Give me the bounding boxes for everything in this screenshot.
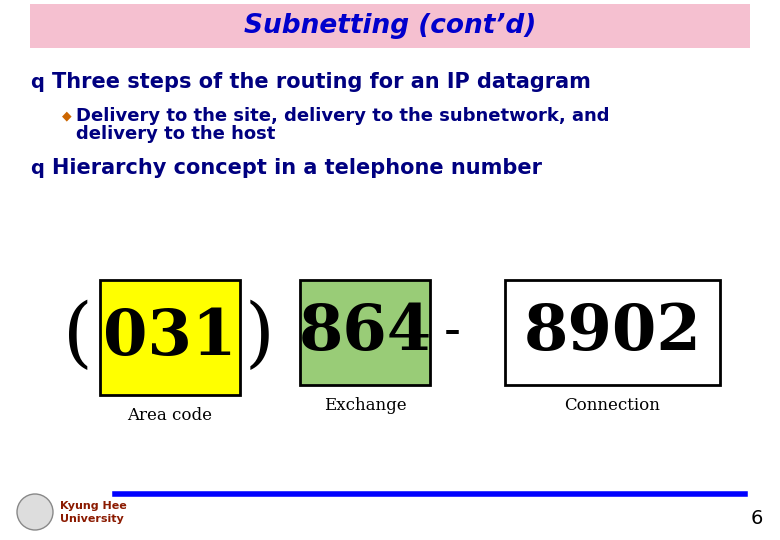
Text: 8902: 8902 [523,302,701,363]
Text: Subnetting (cont’d): Subnetting (cont’d) [244,13,536,39]
Bar [300,280,430,385]
Text: 864: 864 [299,302,431,363]
Text: ◆: ◆ [62,110,72,123]
Text: Kyung Hee: Kyung Hee [60,501,126,511]
Text: delivery to the host: delivery to the host [76,125,275,143]
Text: Hierarchy concept in a telephone number: Hierarchy concept in a telephone number [52,158,542,178]
Text: University: University [60,514,124,524]
Text: Connection: Connection [565,396,661,414]
Text: Delivery to the site, delivery to the subnetwork, and: Delivery to the site, delivery to the su… [76,107,609,125]
Bar [30,4,750,48]
Text: ): ) [245,300,275,375]
Text: q: q [30,72,44,91]
Text: Exchange: Exchange [324,396,406,414]
Bar [100,280,240,395]
Text: Three steps of the routing for an IP datagram: Three steps of the routing for an IP dat… [52,72,591,92]
Text: 6: 6 [751,509,763,528]
Text: q: q [30,159,44,178]
Circle shape [17,494,53,530]
Text: 031: 031 [103,307,237,368]
Text: -: - [444,308,460,357]
Text: Area code: Area code [127,407,212,423]
Text: (: ( [63,300,93,375]
Bar [505,280,720,385]
